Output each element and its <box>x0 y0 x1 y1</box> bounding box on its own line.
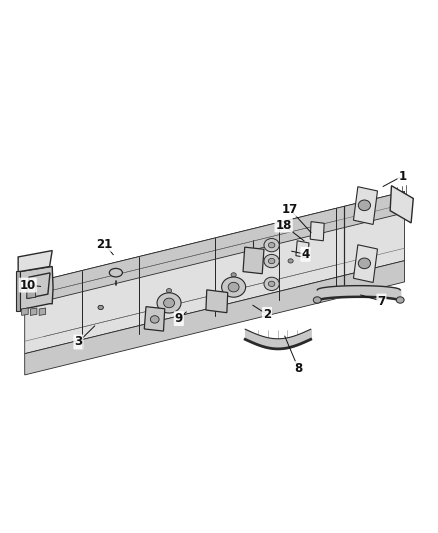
Ellipse shape <box>396 297 404 303</box>
Ellipse shape <box>98 305 103 310</box>
Ellipse shape <box>268 281 275 287</box>
Ellipse shape <box>164 298 174 308</box>
Polygon shape <box>310 222 324 241</box>
Ellipse shape <box>358 200 371 211</box>
Ellipse shape <box>222 277 246 297</box>
Text: 2: 2 <box>263 308 271 321</box>
Polygon shape <box>25 261 405 375</box>
Ellipse shape <box>288 259 293 263</box>
Ellipse shape <box>231 273 236 277</box>
Text: 7: 7 <box>378 295 385 308</box>
Text: 17: 17 <box>282 203 298 215</box>
Text: 4: 4 <box>301 248 310 261</box>
Ellipse shape <box>110 269 123 277</box>
Polygon shape <box>18 266 53 310</box>
Polygon shape <box>353 245 378 282</box>
Text: 10: 10 <box>20 279 36 292</box>
Ellipse shape <box>268 259 275 264</box>
Ellipse shape <box>264 254 279 268</box>
Text: 21: 21 <box>96 238 113 251</box>
Ellipse shape <box>264 238 279 252</box>
Ellipse shape <box>166 288 172 293</box>
Polygon shape <box>27 287 35 298</box>
Polygon shape <box>296 241 309 258</box>
Ellipse shape <box>228 282 239 292</box>
Ellipse shape <box>150 316 159 323</box>
Polygon shape <box>243 247 264 274</box>
Ellipse shape <box>358 258 371 269</box>
Text: 9: 9 <box>175 312 183 325</box>
Polygon shape <box>390 185 413 223</box>
Ellipse shape <box>264 277 279 290</box>
Polygon shape <box>27 273 50 298</box>
Text: 3: 3 <box>74 335 82 349</box>
Ellipse shape <box>268 243 275 248</box>
Ellipse shape <box>313 297 321 303</box>
Text: 1: 1 <box>398 169 406 183</box>
Polygon shape <box>25 191 405 354</box>
Polygon shape <box>353 187 378 224</box>
Text: 8: 8 <box>294 362 303 375</box>
Polygon shape <box>206 290 228 313</box>
Polygon shape <box>144 306 165 331</box>
Polygon shape <box>30 308 37 316</box>
Ellipse shape <box>157 293 181 313</box>
Text: 18: 18 <box>276 219 292 231</box>
Polygon shape <box>21 308 28 316</box>
Polygon shape <box>18 251 52 272</box>
Polygon shape <box>15 271 20 311</box>
Polygon shape <box>39 308 46 316</box>
Ellipse shape <box>98 305 103 310</box>
Polygon shape <box>25 191 405 306</box>
